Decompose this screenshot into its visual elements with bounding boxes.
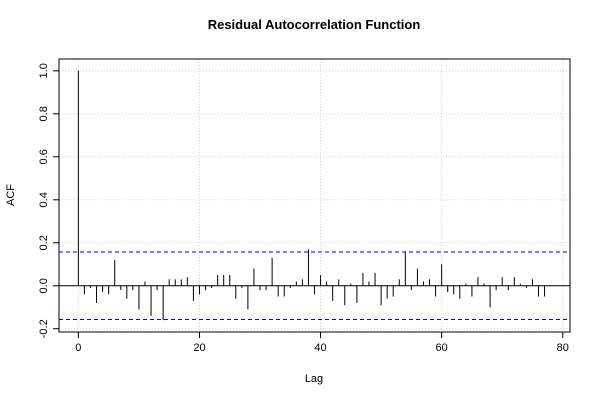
y-tick-label: 0.6	[38, 149, 50, 164]
acf-bars	[77, 70, 546, 321]
x-tick-label: 0	[75, 342, 81, 354]
x-axis-label: Lag	[305, 373, 323, 385]
x-tick-label: 60	[436, 342, 448, 354]
chart-title: Residual Autocorrelation Function	[208, 17, 421, 32]
y-axis: -0.2 0.0 0.2 0.4 0.6 0.8 1.0	[38, 63, 60, 338]
y-tick-label: 0.2	[38, 235, 50, 250]
confidence-bounds	[59, 251, 570, 321]
y-axis-label: ACF	[5, 184, 17, 206]
y-tick-label: -0.2	[38, 319, 50, 338]
x-tick-label: 20	[193, 342, 205, 354]
x-axis: 0 20 40 60 80	[75, 331, 569, 354]
x-tick-label: 40	[314, 342, 326, 354]
y-tick-label: 0.8	[38, 106, 50, 121]
y-tick-label: 0.0	[38, 278, 50, 293]
y-tick-label: 1.0	[38, 63, 50, 78]
x-tick-label: 80	[557, 342, 569, 354]
y-tick-label: 0.4	[38, 192, 50, 207]
